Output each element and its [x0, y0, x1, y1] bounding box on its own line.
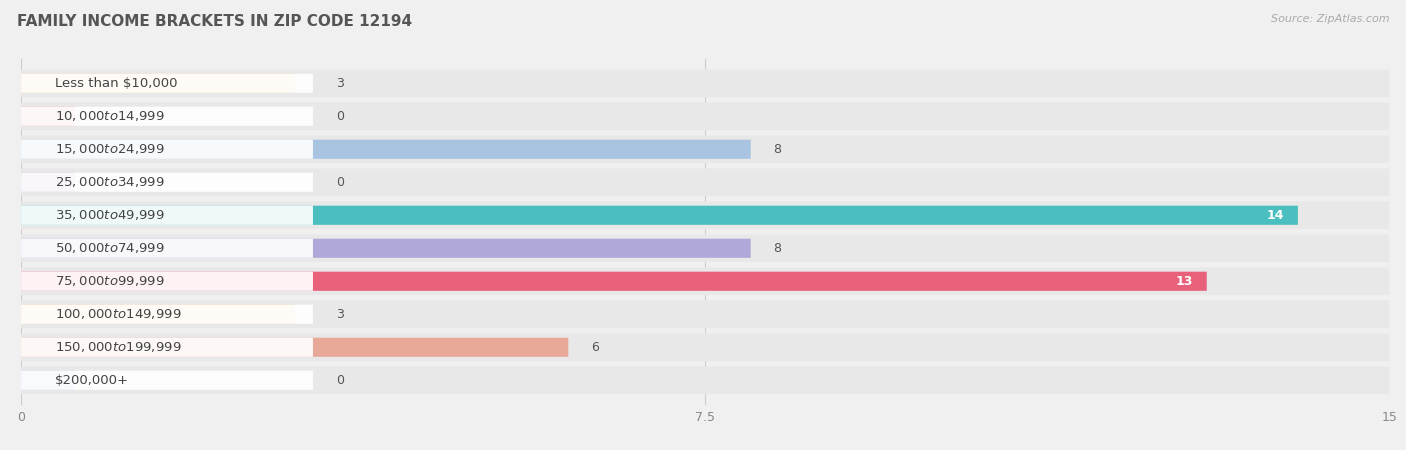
- FancyBboxPatch shape: [21, 173, 314, 192]
- Text: $100,000 to $149,999: $100,000 to $149,999: [55, 307, 181, 321]
- Text: 6: 6: [591, 341, 599, 354]
- Text: $35,000 to $49,999: $35,000 to $49,999: [55, 208, 165, 222]
- FancyBboxPatch shape: [21, 107, 75, 126]
- FancyBboxPatch shape: [21, 140, 314, 159]
- Text: $25,000 to $34,999: $25,000 to $34,999: [55, 175, 165, 189]
- FancyBboxPatch shape: [21, 366, 1389, 394]
- Text: $15,000 to $24,999: $15,000 to $24,999: [55, 142, 165, 156]
- Text: Source: ZipAtlas.com: Source: ZipAtlas.com: [1271, 14, 1389, 23]
- FancyBboxPatch shape: [21, 272, 1206, 291]
- FancyBboxPatch shape: [21, 305, 314, 324]
- FancyBboxPatch shape: [21, 272, 314, 291]
- FancyBboxPatch shape: [21, 206, 314, 225]
- FancyBboxPatch shape: [21, 140, 751, 159]
- FancyBboxPatch shape: [21, 305, 295, 324]
- FancyBboxPatch shape: [21, 173, 75, 192]
- Text: $10,000 to $14,999: $10,000 to $14,999: [55, 109, 165, 123]
- FancyBboxPatch shape: [21, 301, 1389, 328]
- FancyBboxPatch shape: [21, 74, 314, 93]
- FancyBboxPatch shape: [21, 206, 1298, 225]
- Text: 0: 0: [336, 374, 343, 387]
- Text: 3: 3: [336, 77, 343, 90]
- Text: 0: 0: [336, 110, 343, 123]
- Text: FAMILY INCOME BRACKETS IN ZIP CODE 12194: FAMILY INCOME BRACKETS IN ZIP CODE 12194: [17, 14, 412, 28]
- FancyBboxPatch shape: [21, 103, 1389, 130]
- FancyBboxPatch shape: [21, 69, 1389, 97]
- Text: 13: 13: [1175, 275, 1194, 288]
- FancyBboxPatch shape: [21, 371, 314, 390]
- Text: Less than $10,000: Less than $10,000: [55, 77, 177, 90]
- Text: $50,000 to $74,999: $50,000 to $74,999: [55, 241, 165, 255]
- Text: $75,000 to $99,999: $75,000 to $99,999: [55, 274, 165, 288]
- Text: 14: 14: [1267, 209, 1284, 222]
- FancyBboxPatch shape: [21, 267, 1389, 295]
- FancyBboxPatch shape: [21, 74, 295, 93]
- Text: 8: 8: [773, 143, 782, 156]
- FancyBboxPatch shape: [21, 135, 1389, 163]
- Text: 3: 3: [336, 308, 343, 321]
- Text: 8: 8: [773, 242, 782, 255]
- Text: 0: 0: [336, 176, 343, 189]
- FancyBboxPatch shape: [21, 107, 314, 126]
- Text: $200,000+: $200,000+: [55, 374, 129, 387]
- FancyBboxPatch shape: [21, 234, 1389, 262]
- FancyBboxPatch shape: [21, 238, 751, 258]
- FancyBboxPatch shape: [21, 238, 314, 258]
- FancyBboxPatch shape: [21, 371, 75, 390]
- FancyBboxPatch shape: [21, 202, 1389, 229]
- FancyBboxPatch shape: [21, 168, 1389, 196]
- FancyBboxPatch shape: [21, 333, 1389, 361]
- Text: $150,000 to $199,999: $150,000 to $199,999: [55, 340, 181, 354]
- FancyBboxPatch shape: [21, 338, 314, 357]
- FancyBboxPatch shape: [21, 338, 568, 357]
